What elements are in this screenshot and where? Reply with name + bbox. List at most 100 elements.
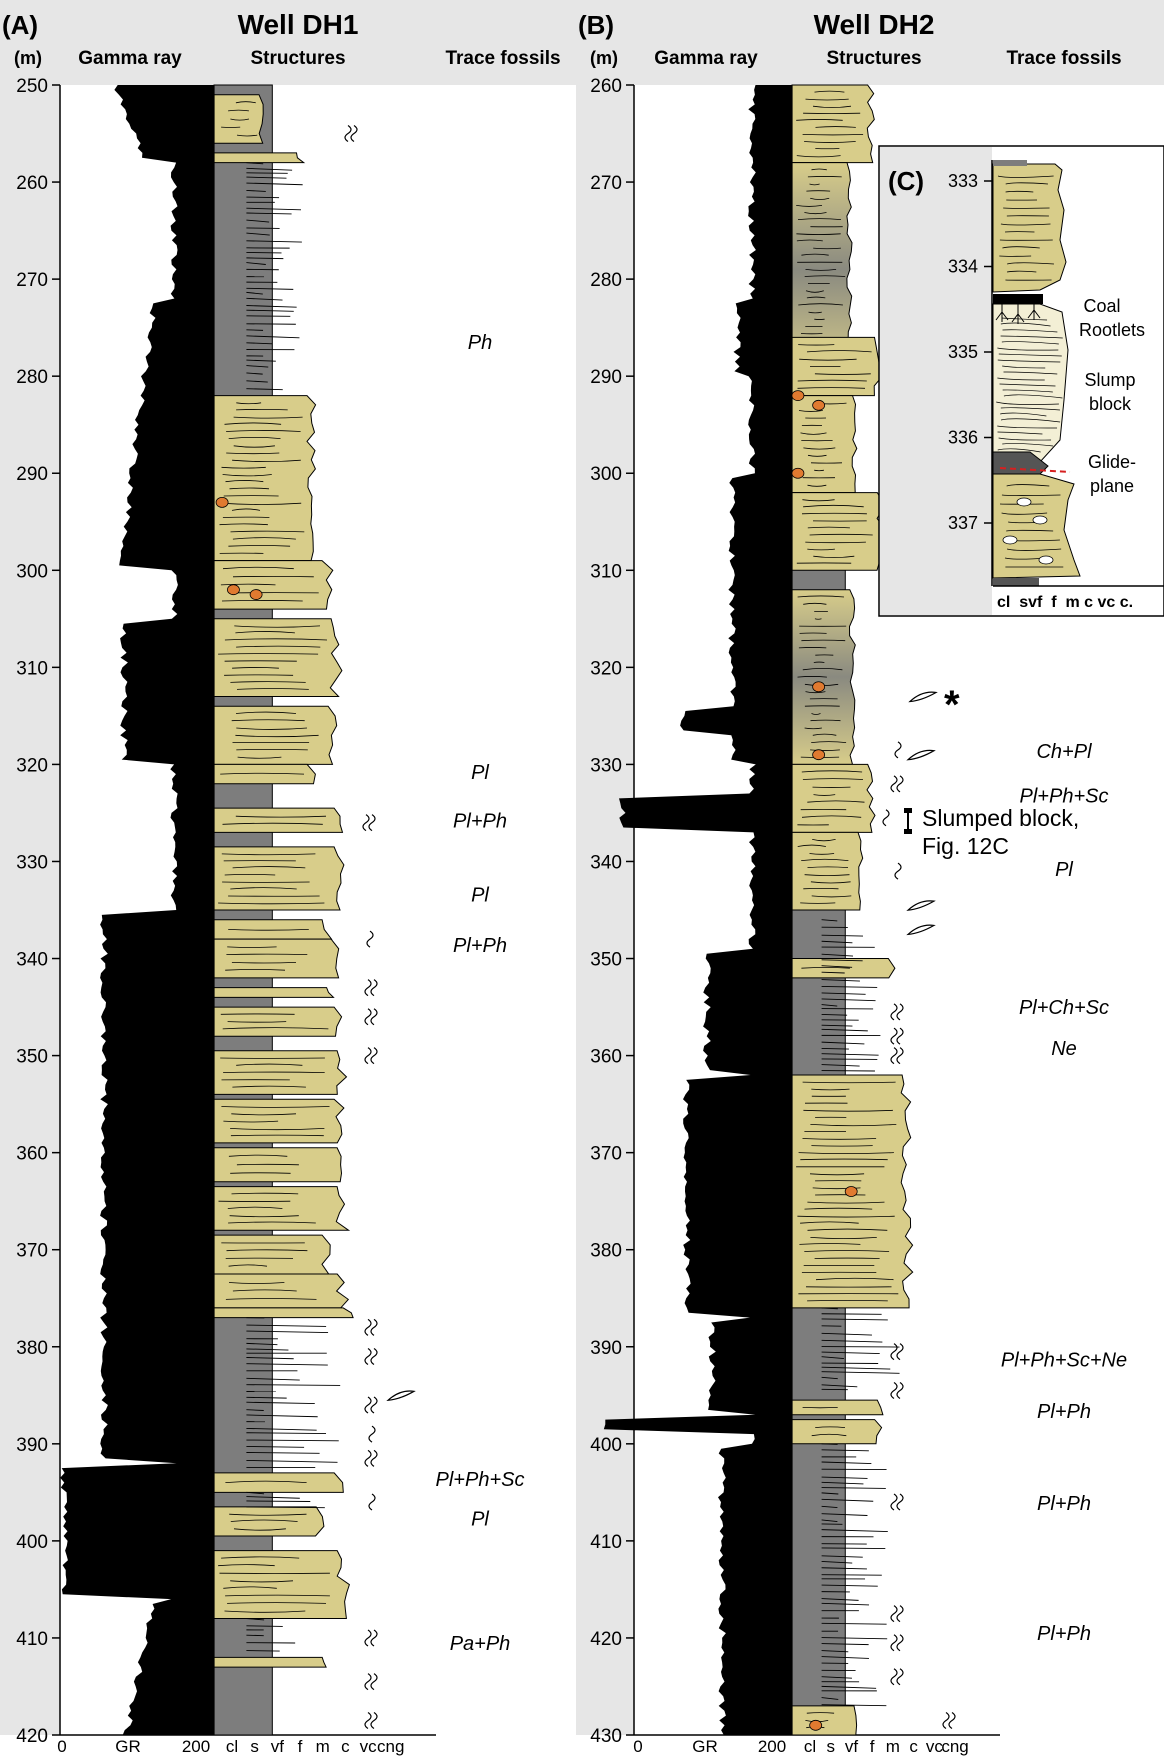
sandstone-bed (791, 1419, 883, 1445)
lamination (228, 545, 291, 547)
lamination (236, 645, 321, 648)
lamination (812, 105, 852, 108)
trace-fossil-label: Pl+Ph (453, 935, 507, 957)
shell-fossil-icon (906, 924, 936, 936)
panel-c-lamina (1000, 412, 1047, 417)
thin-bed (821, 1505, 838, 1508)
panel-b-gamma-header: Gamma ray (654, 48, 758, 69)
lamination (230, 681, 306, 683)
lamination (224, 422, 282, 425)
burrow-icon (364, 1711, 378, 1729)
trace-fossil-label: Pl+Ph+Sc (436, 1469, 525, 1491)
trace-fossil-label: Pl (1055, 859, 1073, 881)
sandstone-bed (791, 395, 858, 494)
lamination (813, 247, 841, 250)
grain-size-label: f (870, 1737, 875, 1756)
thin-bed (246, 359, 276, 362)
panel-c-lamina (1000, 418, 1061, 423)
shell-fossil-icon (386, 1390, 416, 1402)
lamination (812, 1187, 861, 1190)
thin-bed (246, 1409, 264, 1411)
panel-a: (A) Well DH1 (m) Gamma ray Structures Tr… (0, 0, 576, 1756)
thin-bed (246, 1500, 311, 1502)
panel-b-gr-label: GR (692, 1737, 718, 1756)
lamination (811, 741, 847, 743)
panel-b: (B) Well DH2 (m) Gamma ray Structures Tr… (576, 0, 1164, 1756)
sandstone-bed (213, 938, 340, 979)
sandstone-bed (213, 1147, 343, 1183)
panel-c-plane-label: plane (1090, 476, 1134, 496)
sandstone-bed (791, 763, 876, 833)
thin-bed (821, 1561, 853, 1564)
thin-bed (246, 1377, 300, 1381)
sandstone-bed (213, 1506, 325, 1537)
thin-bed (246, 1459, 338, 1463)
thin-bed (246, 251, 282, 254)
concretion (809, 1719, 823, 1731)
lamination (813, 794, 836, 796)
panel-a-letter: (A) (2, 10, 38, 40)
burrow-icon (890, 1027, 904, 1045)
lamination (803, 504, 864, 508)
thin-bed (246, 365, 269, 368)
panel-c-tick-label: 334 (948, 257, 978, 277)
thin-bed (246, 388, 283, 391)
thin-bed (246, 1625, 283, 1627)
thin-bed (246, 212, 292, 215)
thin-bed (246, 240, 302, 243)
lamination (796, 205, 823, 207)
concretion (215, 496, 229, 508)
lamination (797, 676, 827, 678)
thin-bed (246, 1427, 317, 1431)
thin-bed (246, 1452, 320, 1454)
lamination (809, 853, 835, 855)
sandstone-bed (213, 1050, 348, 1095)
lamination (226, 1249, 308, 1252)
concretion (812, 399, 826, 411)
grain-size-label: cl (804, 1737, 816, 1756)
lamination (804, 1250, 890, 1252)
lamination (811, 1433, 847, 1437)
burrow-icon (890, 1634, 904, 1652)
panel-c-rootlets-label: Rootlets (1079, 320, 1145, 340)
lamination (221, 600, 303, 602)
lamination (804, 727, 822, 730)
burrow-icon (364, 979, 378, 997)
lamination (230, 1128, 325, 1131)
burrow-icon (362, 814, 376, 832)
depth-tick-label: 290 (16, 464, 48, 485)
lamination (807, 1300, 888, 1302)
shell-fossil-icon (906, 900, 936, 911)
shell-fossil-icon (908, 691, 938, 703)
lamination (219, 523, 268, 526)
panel-c-clast (1002, 535, 1018, 545)
panel-c-lamina (1002, 246, 1040, 249)
lamination (799, 1243, 861, 1245)
lamination (807, 1228, 888, 1231)
lamination (230, 530, 305, 533)
thin-bed (821, 1584, 878, 1587)
thin-bed (821, 971, 845, 974)
grain-size-label: cng (377, 1737, 404, 1756)
panel-a-gr-min: 0 (57, 1737, 66, 1756)
panel-b-unit: (m) (590, 48, 618, 68)
lamination (225, 1480, 307, 1483)
panel-c-depth-strip (880, 147, 992, 615)
grain-size-label: vf (271, 1737, 285, 1756)
lamination (797, 379, 867, 382)
panel-c-lamina (1000, 407, 1060, 411)
slumped-block-label: Slumped block, (922, 805, 1079, 831)
lamination (221, 502, 302, 505)
lamination (228, 1282, 285, 1284)
thin-bed (246, 1439, 339, 1442)
lamination (804, 874, 850, 876)
thin-bed (246, 182, 303, 186)
lamination (228, 109, 249, 112)
depth-tick-label: 340 (16, 950, 48, 971)
lamination (797, 844, 826, 847)
lamination (235, 711, 297, 714)
panel-a-trace-header: Trace fossils (445, 48, 560, 69)
lamination (232, 866, 306, 869)
grain-size-label: c (341, 1737, 350, 1756)
